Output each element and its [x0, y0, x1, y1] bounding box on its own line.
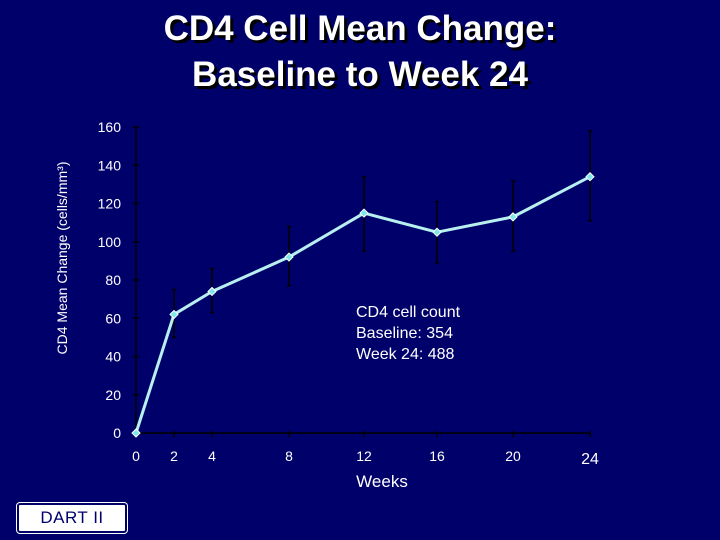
data-point [284, 252, 294, 262]
y-axis-label: CD4 Mean Change (cells/mm³) [54, 162, 70, 355]
data-point [508, 212, 518, 222]
x-axis: 0 2 4 8 12 16 20 24 [132, 431, 599, 468]
annotation: CD4 cell count Baseline: 354 Week 24: 48… [356, 304, 461, 363]
y-tick-label: 120 [98, 196, 122, 212]
x-tick-label: 2 [170, 448, 178, 464]
series-line [134, 175, 591, 434]
annotation-line-3: Week 24: 488 [356, 346, 455, 363]
y-tick-label: 100 [98, 234, 122, 250]
chart-title: CD4 Cell Mean Change: Baseline to Week 2… [0, 6, 720, 98]
x-tick-label: 0 [132, 448, 140, 464]
x-tick-label: 20 [505, 448, 521, 464]
chart-title-line-2: Baseline to Week 24 [192, 55, 528, 94]
annotation-line-2: Baseline: 354 [356, 325, 453, 342]
series [131, 130, 595, 438]
x-tick-label: 12 [356, 448, 372, 464]
x-tick-label: 8 [285, 448, 293, 464]
x-tick-label: 16 [429, 448, 445, 464]
y-tick-label: 60 [105, 310, 121, 326]
y-tick-label: 0 [113, 425, 121, 441]
x-tick-label: 24 [581, 451, 599, 468]
data-point [207, 286, 217, 297]
dart-ii-badge: DART II [17, 503, 127, 533]
y-tick-label: 160 [98, 119, 122, 135]
data-point [432, 227, 442, 237]
y-tick-label: 20 [105, 387, 121, 403]
y-tick-label: 40 [105, 349, 121, 365]
y-tick-label: 80 [105, 272, 121, 288]
data-point [359, 208, 369, 218]
data-point [131, 428, 141, 438]
data-point [169, 309, 179, 320]
y-axis: 0 20 40 60 80 100 120 140 160 [98, 119, 139, 441]
chart-title-line-1: CD4 Cell Mean Change: [163, 9, 557, 48]
x-tick-label: 4 [208, 448, 216, 464]
data-point [585, 172, 595, 182]
annotation-line-1: CD4 cell count [356, 304, 461, 321]
x-axis-label: Weeks [356, 472, 408, 491]
y-tick-label: 140 [98, 157, 122, 173]
